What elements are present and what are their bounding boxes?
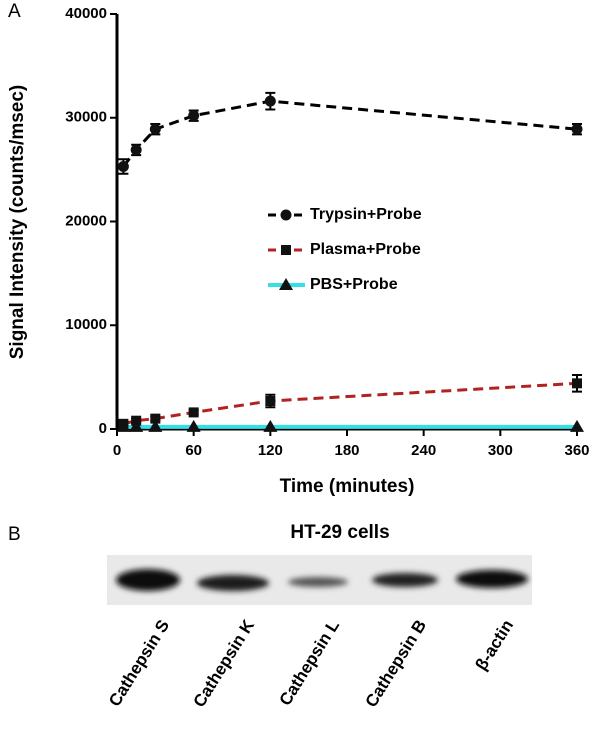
legend-label: Plasma+Probe bbox=[310, 241, 421, 258]
lane-label: Cathepsin L bbox=[276, 616, 344, 709]
x-tick-label: 240 bbox=[411, 442, 436, 459]
x-tick-label: 300 bbox=[488, 442, 513, 459]
data-point bbox=[188, 110, 200, 122]
data-point bbox=[150, 413, 161, 424]
x-tick-label: 180 bbox=[334, 442, 359, 459]
x-tick-label: 360 bbox=[564, 442, 589, 459]
band bbox=[456, 570, 528, 588]
data-point bbox=[188, 407, 199, 418]
data-point bbox=[572, 378, 582, 389]
x-tick-label: 60 bbox=[185, 442, 202, 459]
data-point bbox=[265, 395, 276, 406]
legend-marker bbox=[279, 278, 293, 290]
panel-label: B bbox=[8, 524, 21, 545]
lane-label: Cathepsin S bbox=[105, 616, 173, 709]
legend-label: Trypsin+Probe bbox=[310, 206, 422, 223]
y-tick-label: 30000 bbox=[65, 109, 107, 126]
data-point bbox=[571, 123, 583, 135]
y-tick-label: 40000 bbox=[65, 5, 107, 22]
data-point bbox=[130, 144, 142, 156]
band bbox=[288, 577, 348, 587]
series-line bbox=[123, 381, 578, 426]
x-tick-label: 0 bbox=[113, 442, 121, 459]
panel-label: A bbox=[8, 1, 21, 22]
band bbox=[116, 569, 180, 591]
data-point bbox=[129, 419, 144, 432]
lane-label: β-actin bbox=[472, 616, 518, 673]
western-blot bbox=[107, 555, 532, 605]
y-tick-label: 0 bbox=[99, 420, 107, 437]
x-axis-title: Time (minutes) bbox=[280, 476, 415, 497]
y-tick-label: 20000 bbox=[65, 212, 107, 229]
data-point bbox=[117, 161, 129, 173]
data-point bbox=[263, 419, 278, 432]
x-tick-label: 120 bbox=[258, 442, 283, 459]
data-point bbox=[149, 123, 161, 135]
data-point bbox=[116, 419, 131, 432]
data-point bbox=[570, 419, 584, 432]
legend-marker bbox=[281, 245, 291, 255]
data-point bbox=[148, 419, 163, 432]
band bbox=[372, 573, 438, 587]
legend-label: PBS+Probe bbox=[310, 276, 398, 293]
data-point bbox=[186, 419, 201, 432]
y-axis-title: Signal Intensity (counts/msec) bbox=[7, 85, 28, 360]
lane-label: Cathepsin K bbox=[190, 616, 259, 711]
y-tick-label: 10000 bbox=[65, 316, 107, 333]
data-point bbox=[264, 95, 276, 107]
band bbox=[197, 575, 269, 591]
lane-label: Cathepsin B bbox=[362, 616, 431, 710]
legend-marker bbox=[280, 209, 292, 221]
blot-title: HT-29 cells bbox=[290, 522, 389, 543]
